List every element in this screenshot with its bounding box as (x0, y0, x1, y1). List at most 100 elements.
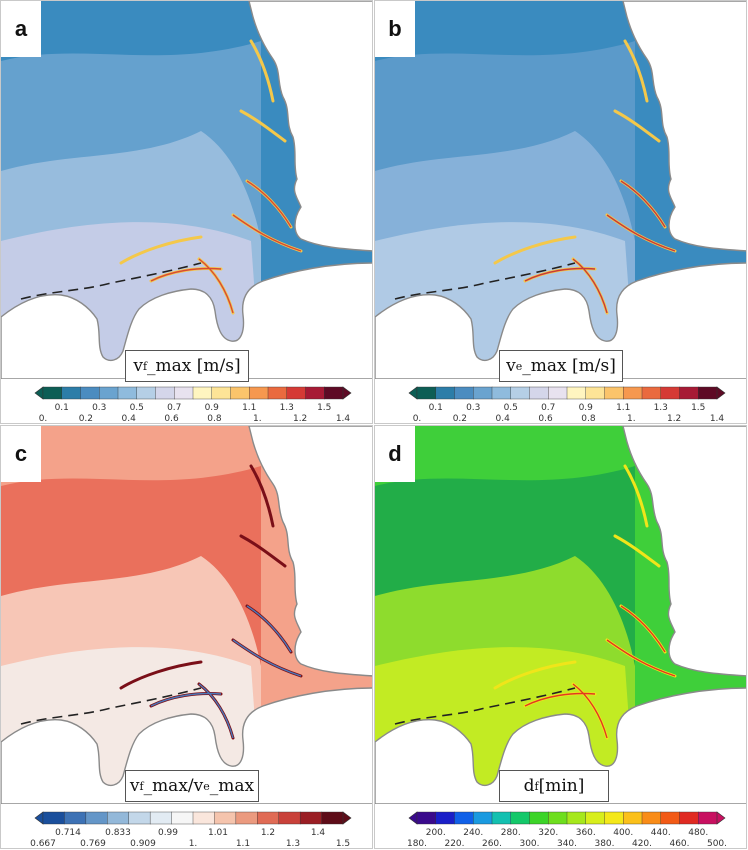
colorbar-swatch (679, 386, 699, 400)
colorbar-tick-label: 500. (707, 839, 727, 849)
colorbar-tick-label: 220. (444, 839, 464, 849)
colorbar-tick-label: 0.6 (164, 414, 179, 424)
colorbar-tick-label: 1.5 (691, 403, 705, 413)
colorbar-swatch (510, 811, 530, 825)
channel-streak (493, 235, 577, 265)
colorbar-swatch (416, 811, 437, 825)
colorbar-swatch (305, 386, 325, 400)
map-panel-c (1, 426, 372, 804)
colorbar-swatch (585, 811, 605, 825)
colorbar-tick-label: 0.2 (79, 414, 93, 424)
colorbar-tick-label: 480. (688, 828, 708, 838)
channel-streak (572, 258, 608, 314)
variable-sub: f (139, 779, 144, 793)
variable-rest2: _max (209, 776, 255, 796)
colorbar-swatch (641, 386, 662, 400)
variable-label-b: v e _max [m/s] (499, 350, 623, 382)
colorbar-swatch (473, 386, 493, 400)
colorbar-swatch (235, 811, 258, 825)
colorbar-tick-label: 1.01 (208, 828, 228, 838)
colorbar-tick-label: 0.5 (504, 403, 518, 413)
variable-rest: _max [m/s] (147, 356, 241, 376)
colorbar-swatch (192, 811, 215, 825)
colorbar-tick-label: 1. (189, 839, 198, 849)
channel-streak (119, 235, 203, 265)
variable-sub2: e (203, 779, 210, 793)
colorbar-tick-label: 1. (253, 414, 262, 424)
colorbar-swatch (214, 811, 237, 825)
colorbar-arrow-high (716, 811, 726, 825)
channel-streak (524, 692, 596, 707)
colorbar-arrow-high (716, 386, 726, 400)
colorbar-tick-label: 0.3 (92, 403, 106, 413)
colorbar-swatch (623, 386, 643, 400)
colorbar-tick-label: 200. (426, 828, 446, 838)
colorbar-d: 200. 240. 280. 320. 360. 400. 440. 480. 180. 220.… (375, 804, 746, 849)
colorbar-tick-label: 0.4 (122, 414, 137, 424)
variable-label-c: v f _max/v e _max (125, 770, 259, 802)
colorbar-swatch (435, 811, 455, 825)
colorbar-tick-label: 0.3 (466, 403, 480, 413)
colorbar-swatch (566, 811, 587, 825)
colorbar-swatch (623, 811, 643, 825)
colorbar-swatch (61, 386, 81, 400)
channel-streak (620, 180, 666, 228)
channel-streak (232, 639, 302, 677)
land-mask (375, 1, 746, 379)
colorbar-tick-label: 260. (482, 839, 502, 849)
colorbar-tick-label: 0. (39, 414, 48, 424)
colorbar-swatch (510, 386, 530, 400)
colorbar-arrow-high (342, 811, 352, 825)
panel-a: a v f _max [m/s] 0.1 0.3 0.5 0.7 0.9 1.1 1.3 1.5 0… (0, 0, 373, 424)
colorbar-tick-label: 1.3 (286, 839, 300, 849)
colorbar-swatch (566, 386, 587, 400)
colorbar-swatch (529, 386, 549, 400)
colorbar-tick-label: 280. (501, 828, 521, 838)
channel-streak (246, 180, 292, 228)
colorbar-tick-label: 1.4 (311, 828, 326, 838)
variable-main: v (133, 356, 143, 376)
channel-streak (232, 214, 302, 252)
colorbar-swatch (548, 386, 568, 400)
variable-sub: f (534, 779, 539, 793)
colorbar-tick-label: 0.6 (538, 414, 553, 424)
variable-sub: e (515, 359, 523, 373)
colorbar-tick-label: 440. (651, 828, 671, 838)
colorbar-swatch (454, 811, 474, 825)
colorbar-tick-label: 240. (463, 828, 483, 838)
colorbar-tick-label: 460. (669, 839, 689, 849)
panel-letter-c: c (1, 426, 41, 482)
channel-streak (613, 534, 661, 568)
colorbar-tick-label: 0.909 (130, 839, 156, 849)
colorbar-arrow-low (408, 811, 418, 825)
colorbar-tick-label: 0.4 (496, 414, 511, 424)
variable-rest: [min] (538, 776, 585, 796)
channel-streak (119, 660, 203, 690)
colorbar-swatch (698, 386, 718, 400)
colorbar-tick-label: 360. (576, 828, 596, 838)
colorbar-arrow-high (342, 386, 352, 400)
colorbar-b: 0.1 0.3 0.5 0.7 0.9 1.1 1.3 1.5 0. 0.2 0.4 0.6 0.8 1.… (375, 379, 746, 424)
channel-streak (613, 109, 661, 143)
land-mask (375, 426, 746, 804)
colorbar-swatch (257, 811, 280, 825)
colorbar-tick-label: 1. (627, 414, 636, 424)
colorbar-tick-label: 0.9 (205, 403, 220, 413)
colorbar-swatch (249, 386, 269, 400)
variable-main: v (129, 776, 140, 796)
colorbar-swatch (278, 811, 301, 825)
colorbar-swatch (99, 386, 119, 400)
map-panel-d (375, 426, 746, 804)
colorbar-swatch (211, 386, 231, 400)
channel-streak (198, 258, 234, 314)
colorbar-swatch (416, 386, 437, 400)
colorbar-swatch (286, 386, 306, 400)
channel-streak (524, 267, 596, 282)
channel-streak (150, 692, 222, 707)
colorbar-swatch (128, 811, 151, 825)
channel-streak (150, 267, 222, 282)
variable-label-a: v f _max [m/s] (125, 350, 249, 382)
channel-streak (623, 464, 649, 528)
colorbar-tick-label: 0. (413, 414, 422, 424)
